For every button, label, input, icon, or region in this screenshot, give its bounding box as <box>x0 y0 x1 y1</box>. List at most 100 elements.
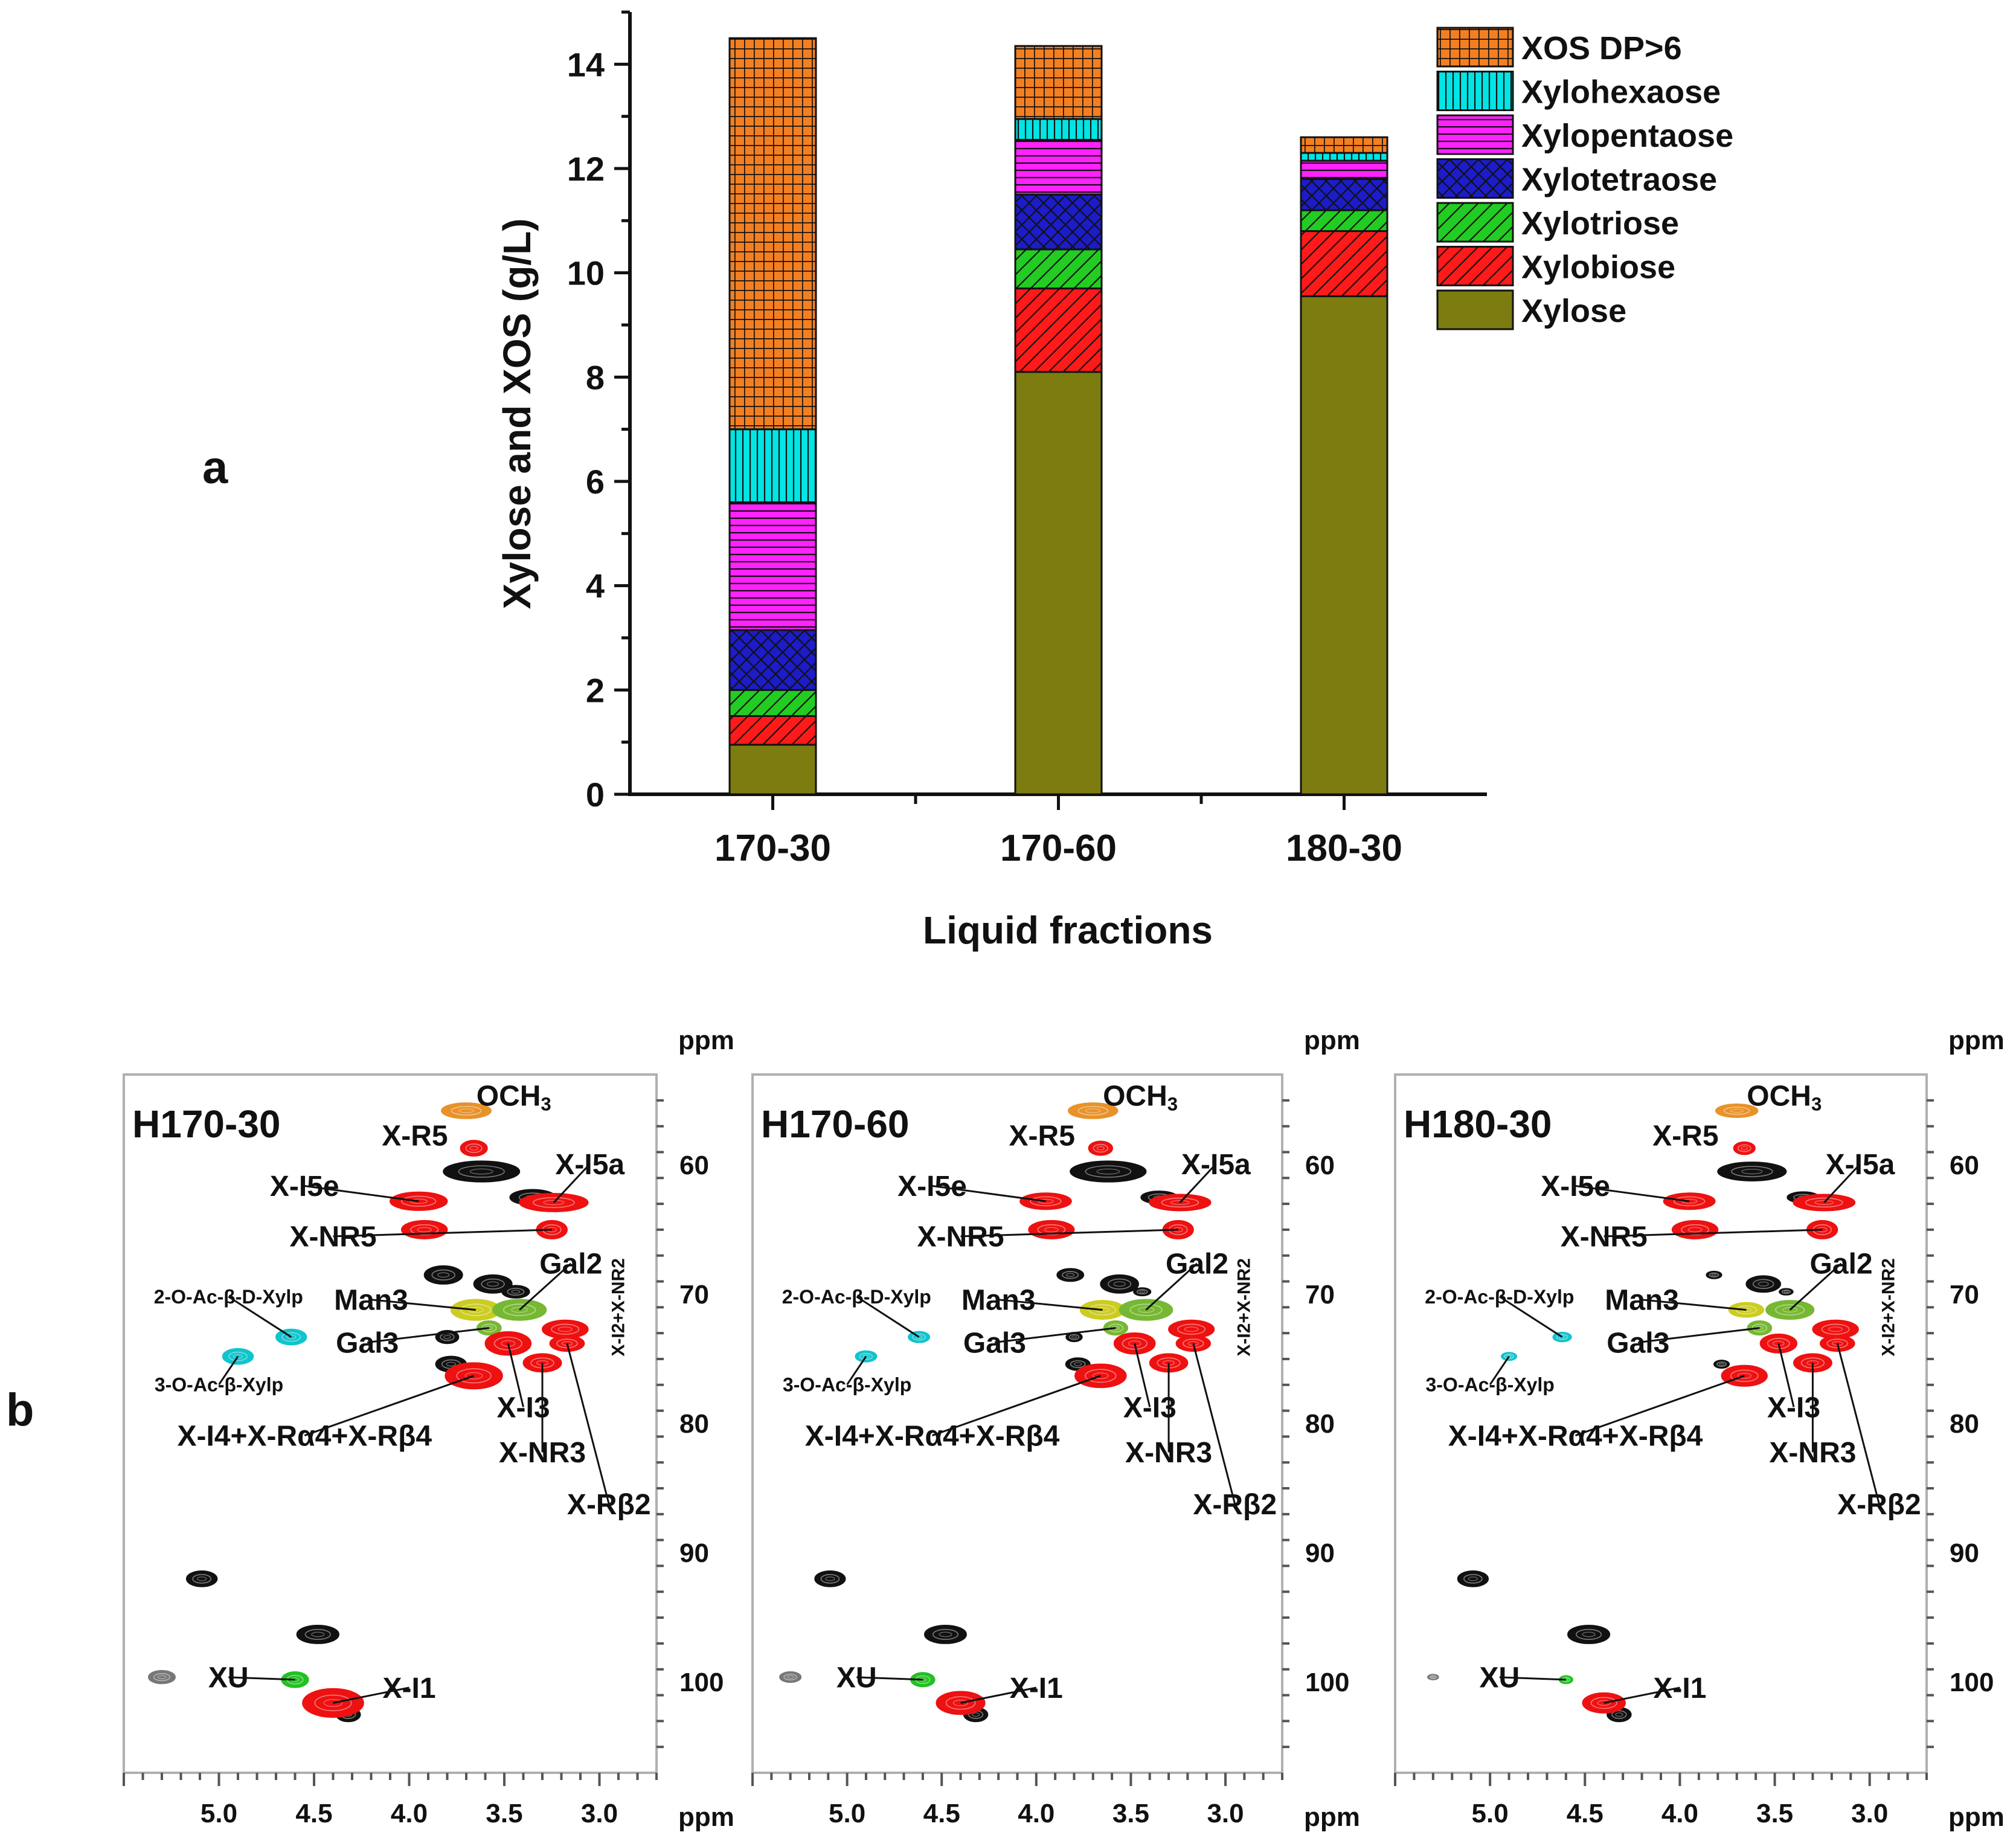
nmr-leader-line <box>932 1375 1101 1437</box>
nmr-peak-label-text: X-I1 <box>1653 1673 1706 1705</box>
nmr-peak-label: OCH3 <box>1747 1080 1822 1114</box>
nmr-peak-xylan <box>1663 1192 1716 1210</box>
nmr-panel-title: H180-30 <box>1404 1102 1552 1146</box>
nmr-peak-label: X-I4+X-Rα4+X-Rβ4 <box>805 1420 1060 1452</box>
nmr-peak-unassigned <box>1717 1162 1787 1181</box>
legend-swatch-xylose <box>1436 289 1514 330</box>
legend-label-xylobiose: Xylobiose <box>1521 249 1675 286</box>
nmr-panel-title: H170-60 <box>761 1102 910 1146</box>
nmr-x-tick-label: 5.0 <box>829 1799 865 1828</box>
nmr-peak-acetyl <box>855 1350 878 1363</box>
bar-segment-170-60-xylotriose <box>1014 248 1103 290</box>
nmr-peak-label: X-I3 <box>496 1392 550 1424</box>
nmr-x-tick-label: 4.5 <box>923 1799 960 1828</box>
nmr-peak-unassigned <box>1056 1268 1085 1282</box>
nmr-y-tick-label: 90 <box>1305 1538 1335 1568</box>
nmr-leader-line <box>228 1676 295 1681</box>
bar-segment-170-60-xylose <box>1014 371 1103 795</box>
legend-label-xylose: Xylose <box>1521 293 1626 329</box>
nmr-peak-label: Gal3 <box>963 1327 1026 1359</box>
bar-segment-180-30-xylobiose <box>1300 230 1388 298</box>
nmr-peak-xylan <box>1812 1319 1859 1339</box>
nmr-peak-label: Man3 <box>1605 1285 1679 1317</box>
nmr-peak-label: Man3 <box>334 1285 408 1317</box>
bar-chart-y-tick-label: 12 <box>567 150 605 188</box>
nmr-peak-unassigned_weak <box>779 1671 802 1683</box>
bar-chart-y-tick-label: 14 <box>567 45 605 83</box>
legend-swatch-xylobiose <box>1436 246 1514 286</box>
bar-segment-170-60-xylopentaose <box>1014 139 1103 196</box>
nmr-y-tick-label: 100 <box>1305 1668 1349 1697</box>
bar-chart-y-tick-label: 4 <box>586 567 605 605</box>
bar-segment-170-30-xylotetraose <box>728 629 817 691</box>
nmr-peak-label: X-NR3 <box>1769 1437 1856 1469</box>
nmr-peak-label: X-R5 <box>1652 1120 1718 1152</box>
legend-swatch-xylopentaose <box>1436 114 1514 155</box>
bar-segment-170-60-xylotetraose <box>1014 193 1103 251</box>
nmr-y-tick-label: 100 <box>1950 1668 1994 1697</box>
nmr-peak-label-subscript: 3 <box>1167 1093 1178 1114</box>
nmr-leader-line <box>1134 1343 1151 1407</box>
nmr-peak-xylan <box>1113 1332 1156 1355</box>
nmr-peak-label: X-I3 <box>1123 1392 1177 1424</box>
nmr-peak-label: X-I1 <box>1010 1673 1063 1705</box>
nmr-peak-label-text: 3-O-Ac-β-Xylp <box>155 1374 283 1395</box>
nmr-peak-label-text: 3-O-Ac-β-Xylp <box>1425 1374 1554 1395</box>
nmr-peak-label: Gal2 <box>1810 1248 1873 1280</box>
bar-chart-x-tick-label-170-60: 170-60 <box>1000 827 1117 869</box>
nmr-leader-line <box>1836 1343 1880 1505</box>
nmr-peak-unassigned <box>443 1160 521 1183</box>
bar-chart-x-tick-label-180-30: 180-30 <box>1286 827 1402 869</box>
nmr-peak-label: X-I1 <box>382 1673 435 1705</box>
panel-b-label: b <box>6 1384 34 1436</box>
bar-segment-170-60-xylobiose <box>1014 288 1103 373</box>
nmr-peak-label-text: X-I4+X-Rα4+X-Rβ4 <box>1448 1420 1703 1452</box>
nmr-peak-label: X-I5a <box>1826 1149 1895 1181</box>
nmr-peak-label-text: X-NR5 <box>289 1221 376 1253</box>
nmr-peak-label-text: X-I5a <box>1181 1149 1251 1181</box>
nmr-leader-line <box>566 1343 610 1505</box>
nmr-peak-label: X-I4+X-Rα4+X-Rβ4 <box>177 1420 432 1452</box>
nmr-peak-label: X-I5e <box>1541 1171 1610 1203</box>
nmr-peak-label-text: X-NR5 <box>917 1221 1004 1253</box>
nmr-peak-label: X-I2+X-NR2 <box>608 1258 628 1357</box>
nmr-peak-xylan <box>1733 1141 1756 1155</box>
nmr-x-axis-unit: ppm <box>1304 1802 1360 1832</box>
bar-segment-170-30-xylose <box>728 744 817 795</box>
nmr-peak-label: X-I4+X-Rα4+X-Rβ4 <box>1448 1420 1703 1452</box>
nmr-spectra-panels: 5.0 4.5 4.0 3.5 3.0 60 70 80 90 100 ppm ppm H170-30 O… <box>123 1026 2005 1832</box>
nmr-leader-line <box>932 1184 1046 1203</box>
nmr-peak-label: 2-O-Ac-β-D-Xylp <box>154 1286 303 1308</box>
nmr-peak-label: X-I3 <box>1767 1392 1820 1424</box>
nmr-x-tick-label: 3.0 <box>1207 1799 1244 1828</box>
nmr-x-tick-label: 3.0 <box>581 1799 618 1828</box>
nmr-peak-label-text: X-I4+X-Rα4+X-Rβ4 <box>177 1420 432 1452</box>
nmr-peak-xylan <box>542 1319 589 1339</box>
bar-segment-180-30-xos-dp-6 <box>1300 136 1388 154</box>
nmr-peak-lignin_methoxyl <box>1715 1104 1759 1118</box>
nmr-peak-label-text: XU <box>208 1662 249 1694</box>
nmr-peak-label-text: X-Rβ2 <box>1837 1489 1921 1521</box>
legend-swatch-xylotriose <box>1436 202 1514 243</box>
nmr-x-axis-unit: ppm <box>678 1802 734 1832</box>
bar-segment-170-30-xylohexaose <box>728 428 817 504</box>
nmr-peak-label: X-NR3 <box>1125 1437 1212 1469</box>
bar-segment-180-30-xylotetraose <box>1300 178 1388 211</box>
nmr-peak-unassigned <box>185 1570 218 1587</box>
nmr-y-axis-unit: ppm <box>678 1026 734 1055</box>
nmr-x-tick-label: 4.5 <box>295 1799 332 1828</box>
nmr-leader-line <box>1179 1163 1217 1203</box>
nmr-peak-label: X-Rβ2 <box>1837 1489 1921 1521</box>
nmr-peak-label-text: X-I3 <box>496 1392 550 1424</box>
nmr-peak-xylan <box>400 1219 448 1239</box>
legend-swatch-xylotetraose <box>1436 158 1514 199</box>
nmr-leader-line <box>960 1229 1178 1238</box>
nmr-peak-label-text: X-I5e <box>897 1171 967 1203</box>
nmr-peak-label: X-NR5 <box>1561 1221 1648 1253</box>
nmr-leader-line <box>1603 1229 1823 1238</box>
nmr-peak-xylan <box>1028 1219 1075 1239</box>
bar-segment-180-30-xylohexaose <box>1300 152 1388 162</box>
nmr-y-tick-label: 80 <box>1305 1409 1335 1439</box>
nmr-peak-label-text: X-I4+X-Rα4+X-Rβ4 <box>805 1420 1060 1452</box>
